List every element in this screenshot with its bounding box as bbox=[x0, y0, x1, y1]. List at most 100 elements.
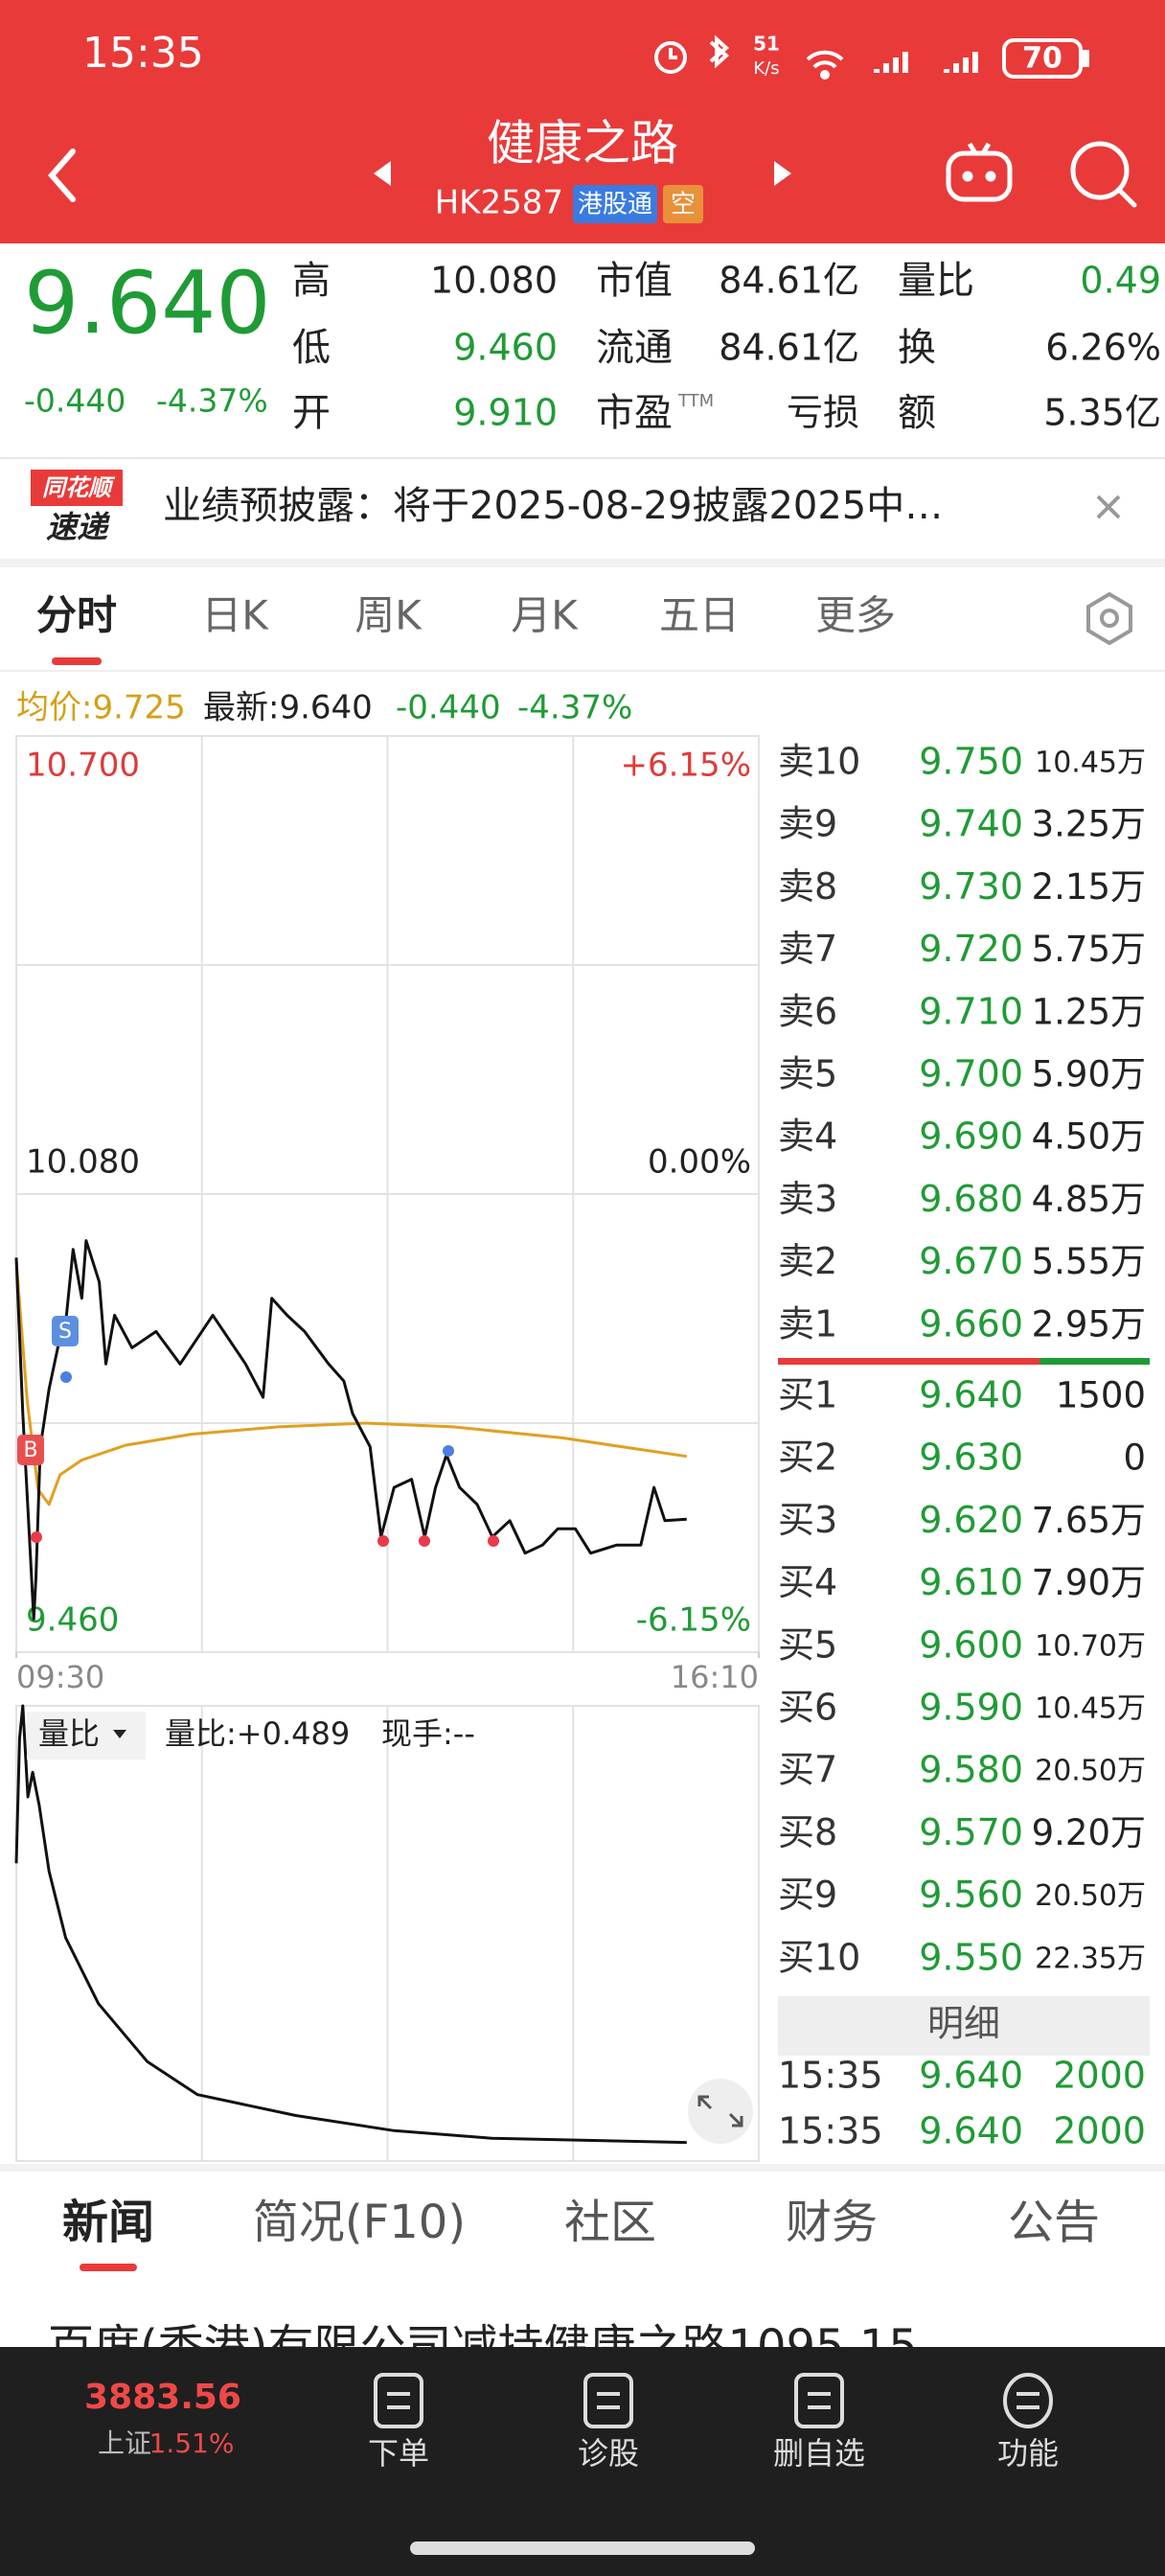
tab[interactable]: 更多 bbox=[815, 592, 896, 639]
book-price: 9.600 bbox=[919, 1623, 1023, 1666]
nav-icon[interactable] bbox=[583, 2373, 633, 2428]
trade-time: 15:35 bbox=[778, 2055, 883, 2097]
book-volume: 4.50万 bbox=[1032, 1116, 1146, 1158]
stat-value: 9.910 bbox=[453, 392, 558, 434]
nav-label[interactable]: 诊股 bbox=[578, 2435, 639, 2472]
nav-label[interactable]: 删自选 bbox=[773, 2435, 865, 2472]
nav-icon-detail bbox=[597, 2392, 620, 2409]
book-price: 9.750 bbox=[919, 741, 1023, 783]
book-volume: 9.20万 bbox=[1032, 1812, 1146, 1853]
book-volume: 2.15万 bbox=[1032, 866, 1146, 908]
nav-label[interactable]: 下单 bbox=[368, 2435, 429, 2472]
book-volume: 3.25万 bbox=[1032, 804, 1146, 845]
book-label: 买10 bbox=[778, 1936, 860, 1978]
volume-selector[interactable]: 量比 bbox=[38, 1715, 100, 1752]
tab[interactable]: 五日 bbox=[659, 592, 740, 639]
bottom-tab[interactable]: 公告 bbox=[1008, 2196, 1100, 2249]
badge-short: 空 bbox=[671, 191, 696, 219]
status-icons bbox=[654, 34, 1089, 80]
bottom-tab[interactable]: 新闻 bbox=[62, 2196, 154, 2249]
stats: 高 10.080 市值 84.61亿 量比 0.49 低 9.460 流通 84.61亿换 6.26… bbox=[292, 259, 1161, 435]
stock-code: HK2587 bbox=[435, 184, 563, 222]
book-price: 9.720 bbox=[919, 928, 1023, 970]
book-label: 买5 bbox=[778, 1623, 837, 1666]
bottom-tab[interactable]: 财务 bbox=[786, 2196, 878, 2249]
price-change: -0.440 bbox=[24, 382, 126, 420]
book-volume: 7.90万 bbox=[1032, 1562, 1146, 1603]
buy-marker-bg bbox=[17, 1435, 44, 1465]
badge-bg bbox=[663, 185, 703, 223]
selector-bg[interactable] bbox=[27, 1712, 146, 1760]
nav: 下单 诊股 删自选 功能 bbox=[368, 2373, 1059, 2472]
tab[interactable]: 日K bbox=[201, 592, 269, 639]
book-label: 卖3 bbox=[778, 1178, 837, 1220]
book-volume: 20.50万 bbox=[1035, 1755, 1146, 1788]
book-label: 卖4 bbox=[778, 1116, 837, 1158]
stat-label: 额 bbox=[898, 391, 936, 435]
latest-change: -0.440 bbox=[396, 689, 501, 727]
expand-button[interactable] bbox=[688, 2079, 753, 2144]
price: 9.640 bbox=[24, 253, 271, 354]
book-volume: 1.25万 bbox=[1032, 991, 1146, 1032]
index-value[interactable]: 3883.56 bbox=[84, 2378, 241, 2417]
stat-label-sup: TTM bbox=[677, 391, 714, 411]
nav-icon[interactable] bbox=[374, 2373, 423, 2428]
bottom-tab[interactable]: 简况(F10) bbox=[253, 2196, 466, 2249]
settings-button[interactable] bbox=[1086, 591, 1132, 646]
detail-title[interactable]: 明细 bbox=[927, 2003, 1000, 2045]
robot-button[interactable] bbox=[946, 142, 1013, 202]
book-price: 9.660 bbox=[919, 1302, 1023, 1345]
book-label: 买1 bbox=[778, 1374, 837, 1416]
y-tick-label: 10.700 bbox=[26, 747, 140, 785]
stat-label: 量比 bbox=[898, 259, 974, 303]
search-button[interactable] bbox=[1070, 141, 1137, 208]
home-indicator bbox=[410, 2542, 755, 2555]
book-price: 9.670 bbox=[919, 1240, 1023, 1282]
stat-label: 高 bbox=[292, 259, 331, 303]
book-volume: 5.90万 bbox=[1032, 1054, 1146, 1095]
tab[interactable]: 周K bbox=[354, 592, 423, 639]
tab[interactable]: 月K bbox=[511, 592, 579, 639]
nav-icon[interactable] bbox=[1003, 2373, 1053, 2428]
current-hand: 现手:-- bbox=[381, 1715, 475, 1752]
book-volume: 2.95万 bbox=[1032, 1303, 1146, 1345]
trade-dots bbox=[31, 1371, 499, 1547]
next-stock[interactable] bbox=[774, 161, 791, 186]
book-label: 买7 bbox=[778, 1749, 837, 1791]
book-price: 9.710 bbox=[919, 990, 1023, 1032]
detail-bg bbox=[778, 1996, 1150, 2056]
sell-marker: S bbox=[58, 1320, 72, 1344]
logo-top-bg bbox=[31, 470, 123, 506]
back-button[interactable] bbox=[48, 149, 76, 202]
nav-label[interactable]: 功能 bbox=[997, 2435, 1059, 2472]
banner-text[interactable]: 业绩预披露：将于2025-08-29披露2025中… bbox=[163, 484, 943, 528]
close-banner[interactable] bbox=[1096, 494, 1121, 519]
battery-level: 70 bbox=[1022, 42, 1062, 76]
nav-icon-detail bbox=[808, 2392, 831, 2409]
nav-icon[interactable] bbox=[794, 2373, 844, 2428]
book-price: 9.630 bbox=[919, 1437, 1023, 1479]
x-tick-label: 16:10 bbox=[671, 1659, 759, 1695]
prev-stock[interactable] bbox=[374, 161, 391, 186]
latest-price: 最新:9.640 bbox=[203, 689, 373, 727]
bottom-tab[interactable]: 社区 bbox=[564, 2196, 656, 2249]
bottom-tabs: 新闻 简况(F10) 社区 财务 公告 bbox=[62, 2196, 1100, 2271]
stat-value: 6.26% bbox=[1045, 327, 1161, 369]
separator bbox=[0, 2164, 1165, 2172]
book-label: 卖2 bbox=[778, 1240, 837, 1282]
book-price: 9.690 bbox=[919, 1116, 1023, 1158]
stat-label: 市值 bbox=[596, 259, 673, 303]
x-tick-label: 09:30 bbox=[16, 1659, 104, 1695]
y2-tick-label: +6.15% bbox=[621, 747, 752, 785]
book-label: 卖6 bbox=[778, 990, 837, 1032]
tab[interactable]: 分时 bbox=[36, 592, 117, 639]
book-volume: 0 bbox=[1123, 1438, 1146, 1479]
book-volume: 10.45万 bbox=[1035, 1692, 1146, 1726]
book-price: 9.730 bbox=[919, 865, 1023, 908]
tab-underline bbox=[52, 657, 102, 665]
stat-value: 5.35亿 bbox=[1043, 392, 1161, 434]
book-price: 9.680 bbox=[919, 1178, 1023, 1220]
status-time: 15:35 bbox=[82, 29, 204, 78]
book-label: 买8 bbox=[778, 1811, 837, 1853]
